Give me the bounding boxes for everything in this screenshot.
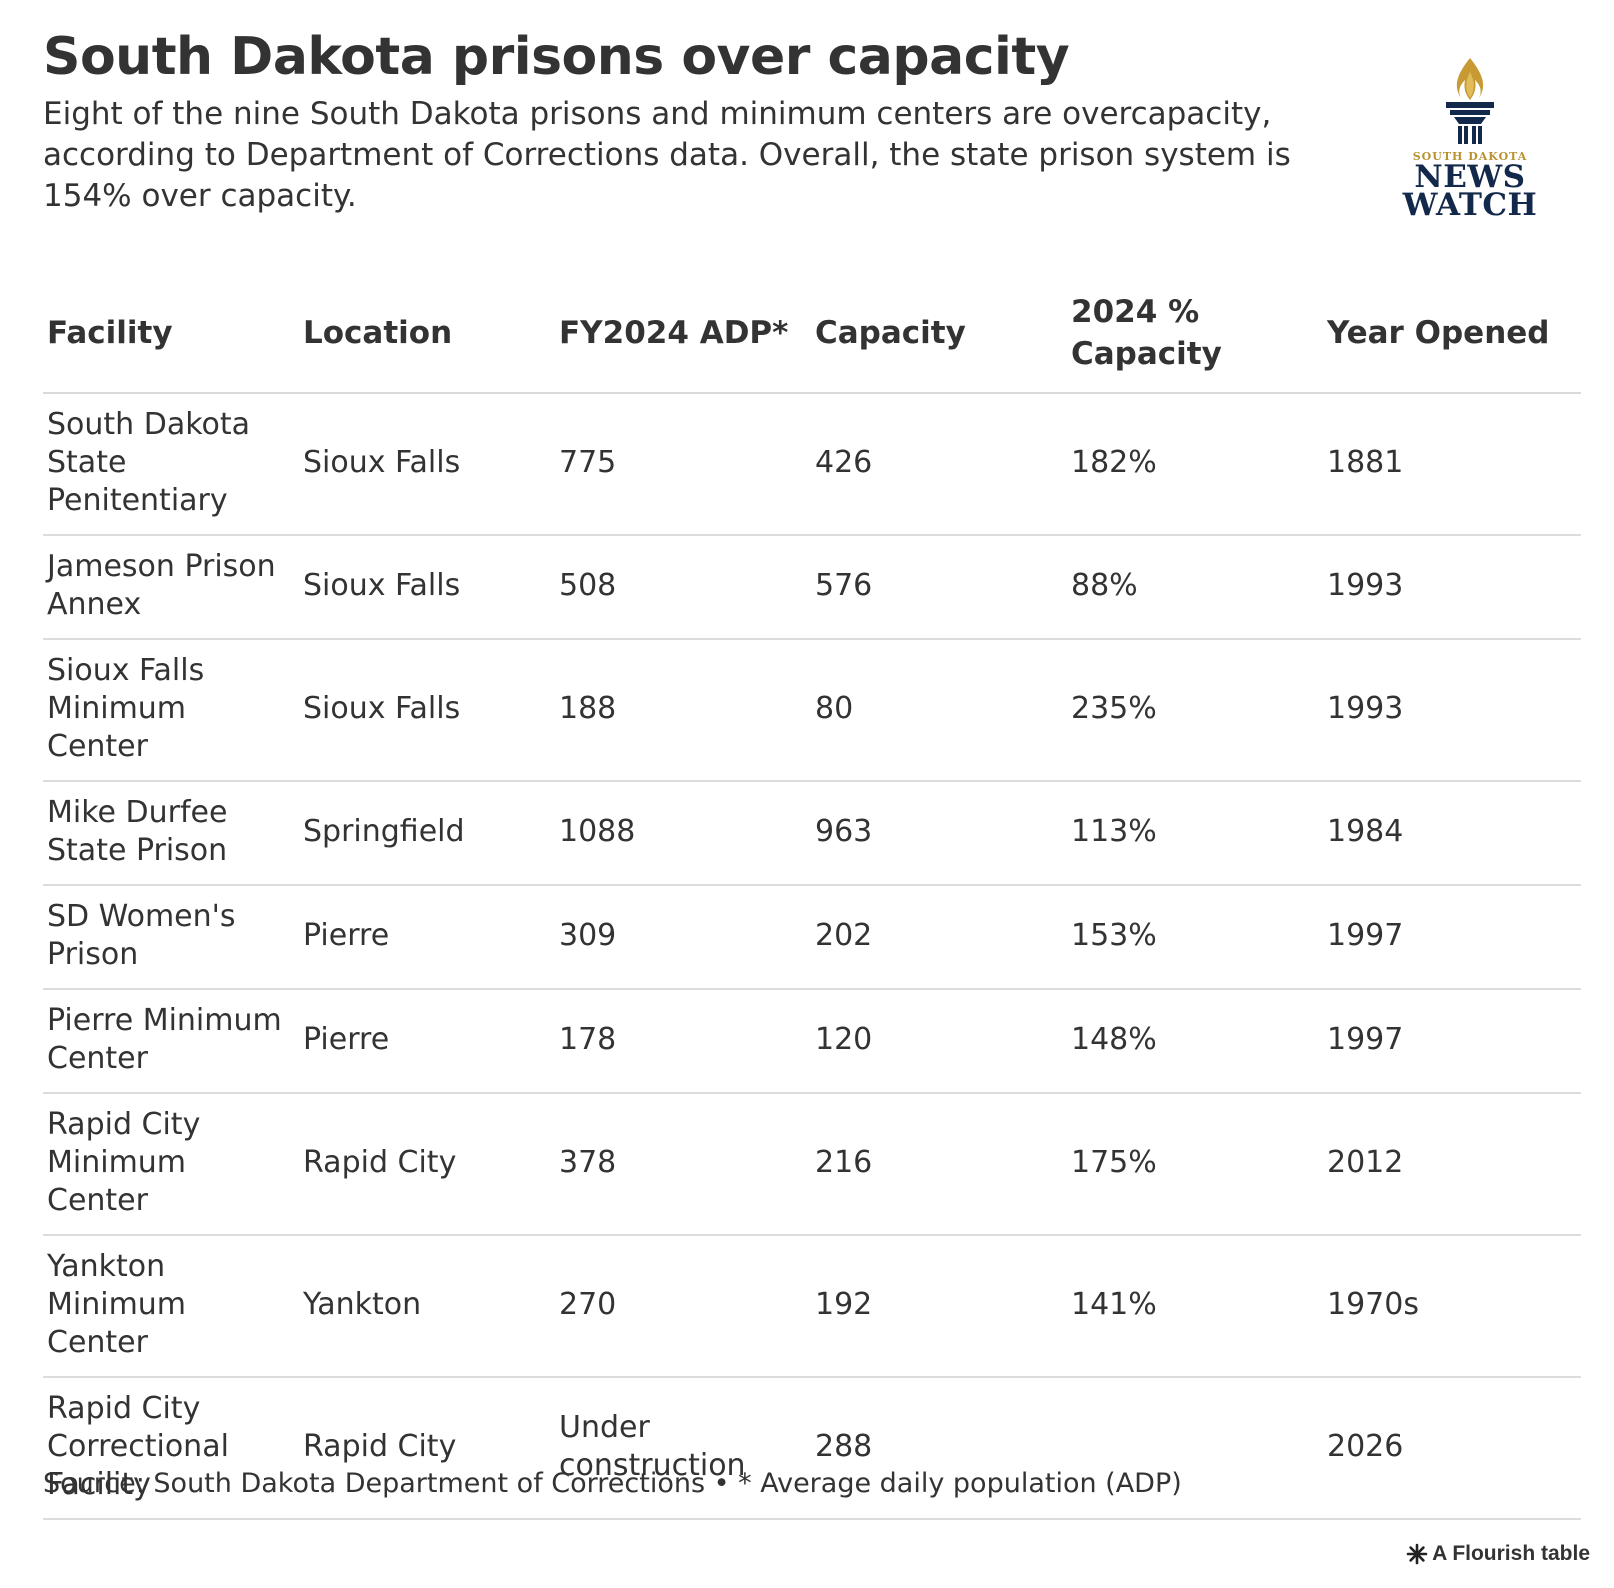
table-cell: 309 bbox=[555, 885, 811, 990]
table-cell: South Dakota State Penitentiary bbox=[43, 393, 299, 536]
table-cell: 113% bbox=[1067, 781, 1323, 886]
table-cell: Rapid City bbox=[299, 1377, 555, 1520]
table-cell: 288 bbox=[811, 1377, 1067, 1520]
column-header: Capacity bbox=[811, 286, 1067, 394]
table-cell: Under construction bbox=[555, 1377, 811, 1520]
logo-name-line1: NEWS bbox=[1414, 159, 1526, 195]
table-row: Rapid City Minimum Center Rapid City 378… bbox=[43, 1093, 1581, 1236]
table-cell: 1984 bbox=[1323, 781, 1581, 886]
table-cell: 508 bbox=[555, 535, 811, 640]
table-cell: 182% bbox=[1067, 393, 1323, 536]
table-cell: 1088 bbox=[555, 781, 811, 886]
table-cell: 378 bbox=[555, 1093, 811, 1236]
table-cell: 188 bbox=[555, 639, 811, 782]
table-cell: 80 bbox=[811, 639, 1067, 782]
table-row: Rapid City Correctional Facility Rapid C… bbox=[43, 1377, 1581, 1520]
table-cell: Sioux Falls bbox=[299, 393, 555, 536]
column-header: Location bbox=[299, 286, 555, 394]
table-header-row: Facility Location FY2024 ADP* Capacity 2… bbox=[43, 286, 1581, 394]
table-row: Sioux Falls Minimum Center Sioux Falls 1… bbox=[43, 639, 1581, 782]
table-cell: 1997 bbox=[1323, 885, 1581, 990]
table-cell: 141% bbox=[1067, 1235, 1323, 1378]
table-cell: 1997 bbox=[1323, 989, 1581, 1094]
table-cell: 775 bbox=[555, 393, 811, 536]
table-cell: 426 bbox=[811, 393, 1067, 536]
page-title: South Dakota prisons over capacity bbox=[43, 27, 1070, 87]
table-cell: Rapid City bbox=[299, 1093, 555, 1236]
table-cell: SD Women's Prison bbox=[43, 885, 299, 990]
table-cell: 192 bbox=[811, 1235, 1067, 1378]
logo-kicker: SOUTH DAKOTA bbox=[1412, 150, 1528, 163]
table-cell: Pierre bbox=[299, 989, 555, 1094]
table-cell: Sioux Falls bbox=[299, 535, 555, 640]
table-cell: Yankton bbox=[299, 1235, 555, 1378]
table-row: South Dakota State Penitentiary Sioux Fa… bbox=[43, 393, 1581, 536]
table-cell: 270 bbox=[555, 1235, 811, 1378]
table-cell: Pierre bbox=[299, 885, 555, 990]
table-cell: Mike Durfee State Prison bbox=[43, 781, 299, 886]
table-cell: Rapid City Correctional Facility bbox=[43, 1377, 299, 1520]
table-cell: 216 bbox=[811, 1093, 1067, 1236]
page-subtitle: Eight of the nine South Dakota prisons a… bbox=[43, 96, 1291, 214]
capacity-table: Facility Location FY2024 ADP* Capacity 2… bbox=[43, 286, 1581, 1520]
table-cell: Sioux Falls Minimum Center bbox=[43, 639, 299, 782]
torch-icon bbox=[1446, 58, 1494, 144]
table-row: Pierre Minimum Center Pierre 178 120 148… bbox=[43, 989, 1581, 1094]
flourish-asterisk-icon bbox=[1406, 1543, 1428, 1565]
table-cell: 1970s bbox=[1323, 1235, 1581, 1378]
table-cell: 2012 bbox=[1323, 1093, 1581, 1236]
column-header: FY2024 ADP* bbox=[555, 286, 811, 394]
table-cell: Jameson Prison Annex bbox=[43, 535, 299, 640]
news-watch-logo: SOUTH DAKOTA NEWS WATCH bbox=[1395, 54, 1545, 230]
table-cell: 2026 bbox=[1323, 1377, 1581, 1520]
flourish-credit-label: A Flourish table bbox=[1432, 1542, 1590, 1565]
table-cell: Pierre Minimum Center bbox=[43, 989, 299, 1094]
table-cell: 963 bbox=[811, 781, 1067, 886]
table-row: SD Women's Prison Pierre 309 202 153% 19… bbox=[43, 885, 1581, 990]
table-cell: 153% bbox=[1067, 885, 1323, 990]
table-row: Jameson Prison Annex Sioux Falls 508 576… bbox=[43, 535, 1581, 640]
flourish-credit-link[interactable]: A Flourish table bbox=[1406, 1542, 1590, 1566]
column-header: Facility bbox=[43, 286, 299, 394]
table-cell: 148% bbox=[1067, 989, 1323, 1094]
column-header: 2024 % Capacity bbox=[1067, 286, 1323, 394]
table-cell: Sioux Falls bbox=[299, 639, 555, 782]
table-cell bbox=[1067, 1377, 1323, 1520]
table-cell: 175% bbox=[1067, 1093, 1323, 1236]
table-cell: Rapid City Minimum Center bbox=[43, 1093, 299, 1236]
table-cell: 235% bbox=[1067, 639, 1323, 782]
table-cell: 202 bbox=[811, 885, 1067, 990]
header: South Dakota prisons over capacity Eight… bbox=[43, 26, 1343, 217]
table-cell: Springfield bbox=[299, 781, 555, 886]
table-row: Yankton Minimum Center Yankton 270 192 1… bbox=[43, 1235, 1581, 1378]
source-note: Source: South Dakota Department of Corre… bbox=[43, 1468, 1182, 1499]
logo-name-line2: WATCH bbox=[1402, 187, 1538, 223]
table-cell: 1881 bbox=[1323, 393, 1581, 536]
table-cell: 120 bbox=[811, 989, 1067, 1094]
table-row: Mike Durfee State Prison Springfield 108… bbox=[43, 781, 1581, 886]
table-cell: Yankton Minimum Center bbox=[43, 1235, 299, 1378]
table-cell: 178 bbox=[555, 989, 811, 1094]
table-cell: 1993 bbox=[1323, 535, 1581, 640]
table-cell: 576 bbox=[811, 535, 1067, 640]
column-header: Year Opened bbox=[1323, 286, 1581, 394]
table-cell: 1993 bbox=[1323, 639, 1581, 782]
table-cell: 88% bbox=[1067, 535, 1323, 640]
